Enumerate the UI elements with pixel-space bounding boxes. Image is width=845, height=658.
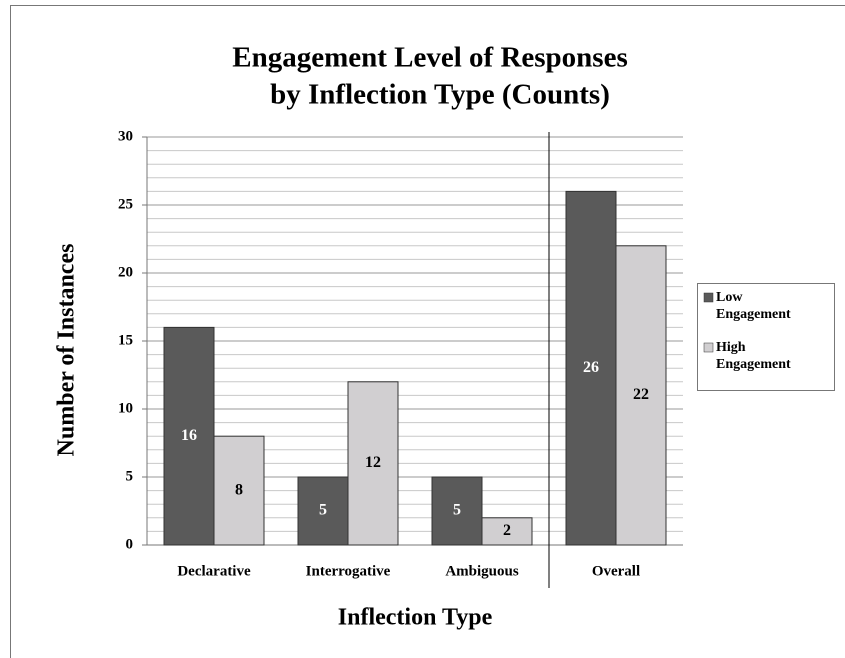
legend-swatch (703, 292, 714, 303)
bar (565, 190, 617, 546)
data-label: 12 (365, 454, 381, 471)
y-axis-title: Number of Instances (54, 244, 80, 457)
bar (163, 326, 215, 546)
data-label: 16 (181, 427, 197, 444)
bar (347, 381, 399, 546)
data-label: 8 (235, 481, 243, 498)
bar (481, 517, 533, 546)
bar (615, 245, 667, 546)
chart-title: by Inflection Type (Counts) (270, 79, 610, 111)
y-tick-label: 5 (126, 468, 134, 484)
x-tick-label: Declarative (177, 563, 251, 579)
y-tick-label: 30 (118, 128, 133, 144)
legend-label: Low Engagement (716, 290, 791, 322)
x-axis-title: Inflection Type (338, 605, 493, 631)
data-label: 5 (319, 502, 327, 519)
data-label: 26 (583, 359, 599, 376)
y-tick-label: 25 (118, 196, 133, 212)
data-label: 2 (503, 522, 511, 539)
legend-label: High Engagement (716, 340, 791, 372)
y-tick-label: 20 (118, 264, 133, 280)
legend-box (697, 283, 835, 391)
bar (213, 435, 265, 546)
chart-title: Engagement Level of Responses (232, 42, 628, 74)
x-tick-label: Ambiguous (445, 563, 519, 579)
x-tick-label: Interrogative (306, 563, 391, 579)
bar (431, 476, 483, 546)
y-tick-label: 15 (118, 332, 133, 348)
chart-border (10, 5, 845, 658)
data-label: 5 (453, 502, 461, 519)
y-tick-label: 10 (118, 400, 133, 416)
bar (297, 476, 349, 546)
x-tick-label: Overall (592, 563, 640, 579)
data-label: 22 (633, 386, 649, 403)
y-tick-label: 0 (126, 536, 134, 552)
legend-swatch (703, 342, 714, 353)
